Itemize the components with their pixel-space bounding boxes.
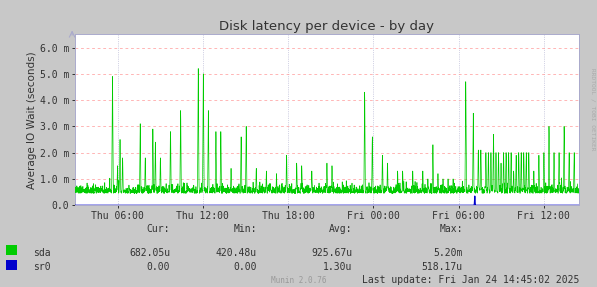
- Text: Last update: Fri Jan 24 14:45:02 2025: Last update: Fri Jan 24 14:45:02 2025: [362, 275, 579, 285]
- Text: 0.00: 0.00: [147, 263, 170, 272]
- Text: Munin 2.0.76: Munin 2.0.76: [271, 276, 326, 285]
- Text: Min:: Min:: [233, 224, 257, 234]
- Text: 1.30u: 1.30u: [323, 263, 352, 272]
- Title: Disk latency per device - by day: Disk latency per device - by day: [219, 20, 435, 33]
- Text: sda: sda: [33, 248, 51, 257]
- Text: Cur:: Cur:: [147, 224, 170, 234]
- Text: Max:: Max:: [439, 224, 463, 234]
- Text: 518.17u: 518.17u: [421, 263, 463, 272]
- Text: 682.05u: 682.05u: [129, 248, 170, 257]
- Text: sr0: sr0: [33, 263, 51, 272]
- Y-axis label: Average IO Wait (seconds): Average IO Wait (seconds): [27, 51, 37, 189]
- Text: 5.20m: 5.20m: [433, 248, 463, 257]
- Text: 0.00: 0.00: [233, 263, 257, 272]
- Text: 420.48u: 420.48u: [216, 248, 257, 257]
- Text: Avg:: Avg:: [329, 224, 352, 234]
- Text: 925.67u: 925.67u: [311, 248, 352, 257]
- Text: RRDTOOL / TOBI OETIKER: RRDTOOL / TOBI OETIKER: [591, 68, 596, 150]
